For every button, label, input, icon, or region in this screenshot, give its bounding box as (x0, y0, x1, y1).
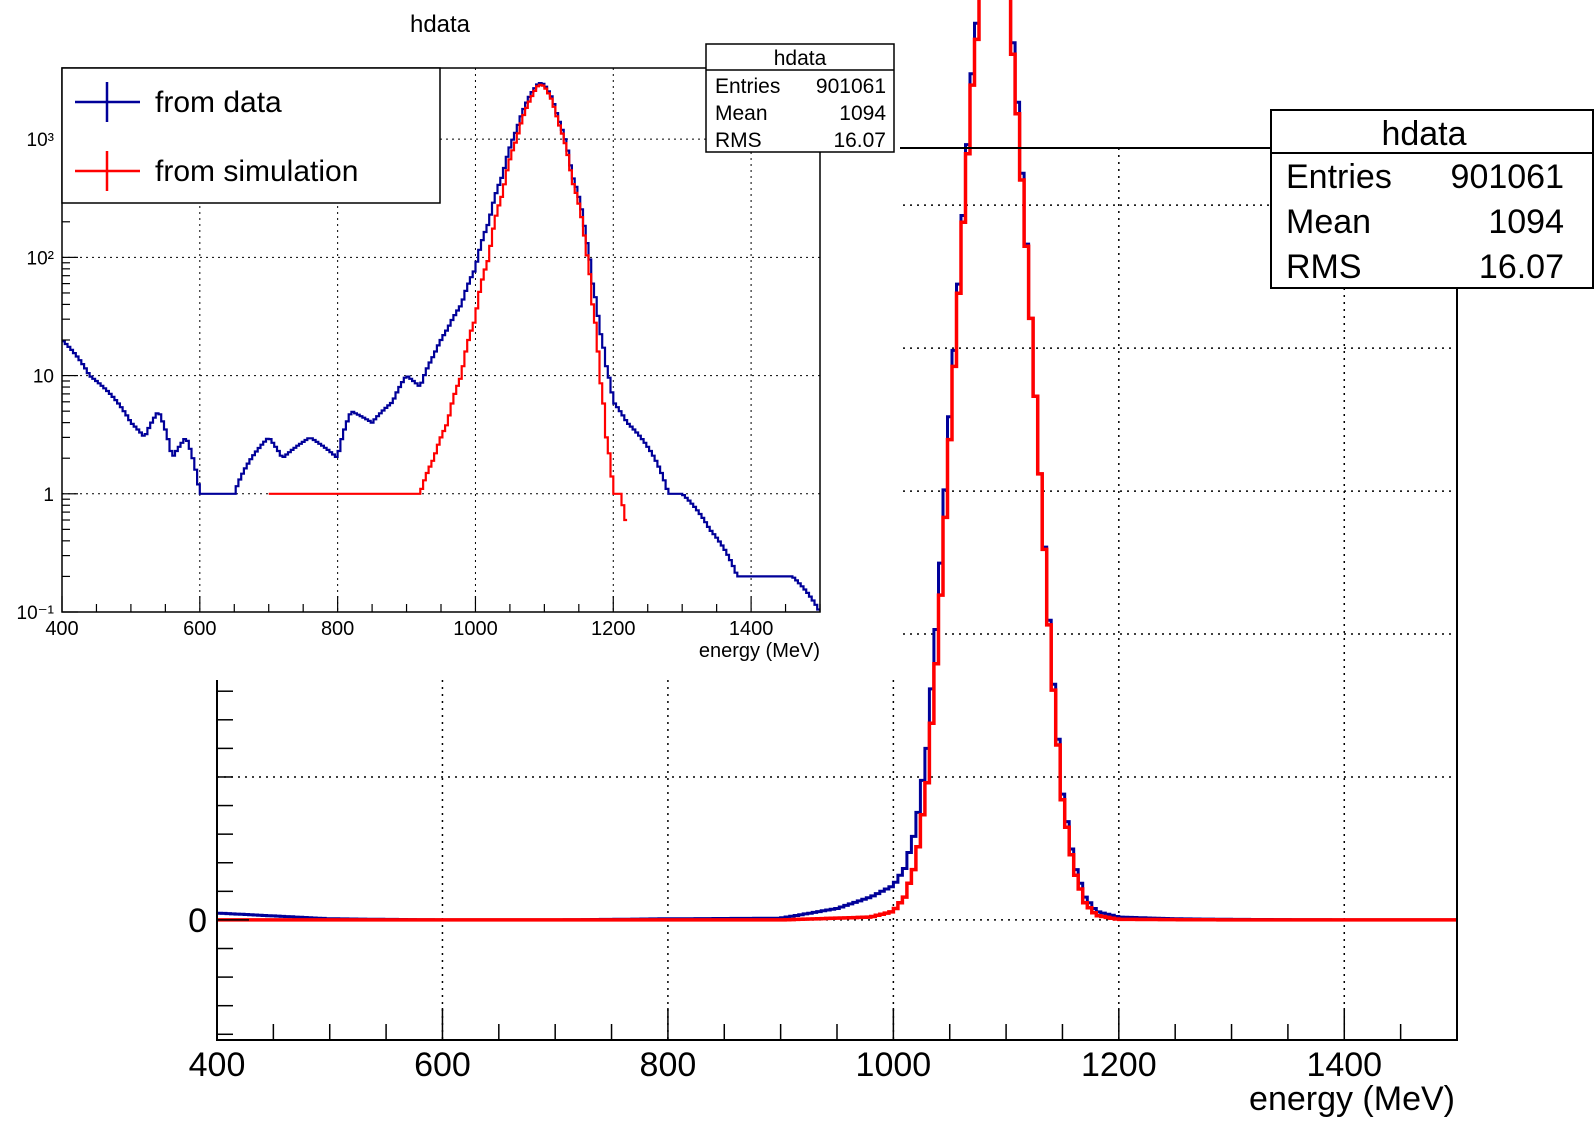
main-x-tick-label: 1200 (1081, 1046, 1157, 1084)
main-y-tick-label: 0 (188, 902, 207, 940)
legend-box (61, 67, 441, 204)
main-stats-label-rms: RMS (1286, 248, 1362, 286)
inset-log-histogram-panel: hdata 400 600 800 1000 1200 1400 10⁻¹ 1 10 10² 10³… (0, 0, 900, 680)
inset-y-tick-label: 10² (27, 248, 54, 269)
inset-series-data-line (62, 82, 820, 611)
main-stats-value-entries: 901061 (1451, 158, 1564, 196)
main-x-tick-label: 1000 (856, 1046, 932, 1084)
inset-stats-value-mean: 1094 (839, 102, 886, 125)
main-series (217, 0, 1457, 922)
inset-y-tick-label: 1 (43, 485, 54, 506)
inset-stats-label-entries: Entries (715, 75, 780, 98)
inset-stats-value-entries: 901061 (816, 75, 886, 98)
inset-x-tick-label: 1000 (453, 618, 498, 640)
legend-label-data: from data (155, 86, 282, 119)
inset-y-tick-label: 10³ (27, 130, 54, 151)
main-stats-value-rms: 16.07 (1479, 248, 1564, 286)
inset-stats-box: hdata Entries 901061 Mean 1094 RMS 16.07 (705, 43, 895, 153)
inset-y-tick-label: 10⁻¹ (17, 603, 55, 624)
main-stats-title: hdata (1381, 115, 1466, 153)
inset-legend: from data from simulation (61, 67, 441, 204)
main-stats-box: hdata Entries 901061 Mean 1094 RMS 16.07 (1270, 109, 1594, 289)
main-stats-label-entries: Entries (1286, 158, 1392, 196)
inset-stats-value-rms: 16.07 (833, 129, 886, 152)
main-x-axis-label: energy (MeV) (1249, 1080, 1455, 1118)
legend-entry-simulation-marker (75, 151, 140, 191)
inset-y-tick-label: 10 (33, 367, 54, 388)
legend-label-simulation: from simulation (155, 155, 358, 188)
main-x-tick-label: 800 (640, 1046, 697, 1084)
main-x-tick-label: 400 (189, 1046, 246, 1084)
inset-x-tick-label: 400 (45, 618, 78, 640)
main-x-tick-label: 600 (414, 1046, 471, 1084)
inset-x-tick-label: 1400 (729, 618, 774, 640)
inset-stats-label-rms: RMS (715, 129, 762, 152)
inset-series (62, 82, 820, 611)
inset-x-tick-label: 800 (321, 618, 354, 640)
inset-stats-title: hdata (774, 47, 827, 70)
inset-x-tick-label: 600 (183, 618, 216, 640)
inset-x-tick-label: 1200 (591, 618, 636, 640)
inset-title: hdata (410, 11, 471, 38)
inset-axes: 400 600 800 1000 1200 1400 10⁻¹ 1 10 10² 10³ (17, 67, 821, 640)
main-series-simulation-line (217, 0, 1457, 922)
main-stats-value-mean: 1094 (1488, 203, 1564, 241)
main-stats-label-mean: Mean (1286, 203, 1371, 241)
legend-entry-data-marker (75, 82, 140, 122)
inset-x-axis-label: energy (MeV) (699, 640, 820, 662)
inset-stats-label-mean: Mean (715, 102, 768, 125)
main-x-tick-label: 1400 (1306, 1046, 1382, 1084)
inset-series-simulation-line (268, 83, 628, 522)
